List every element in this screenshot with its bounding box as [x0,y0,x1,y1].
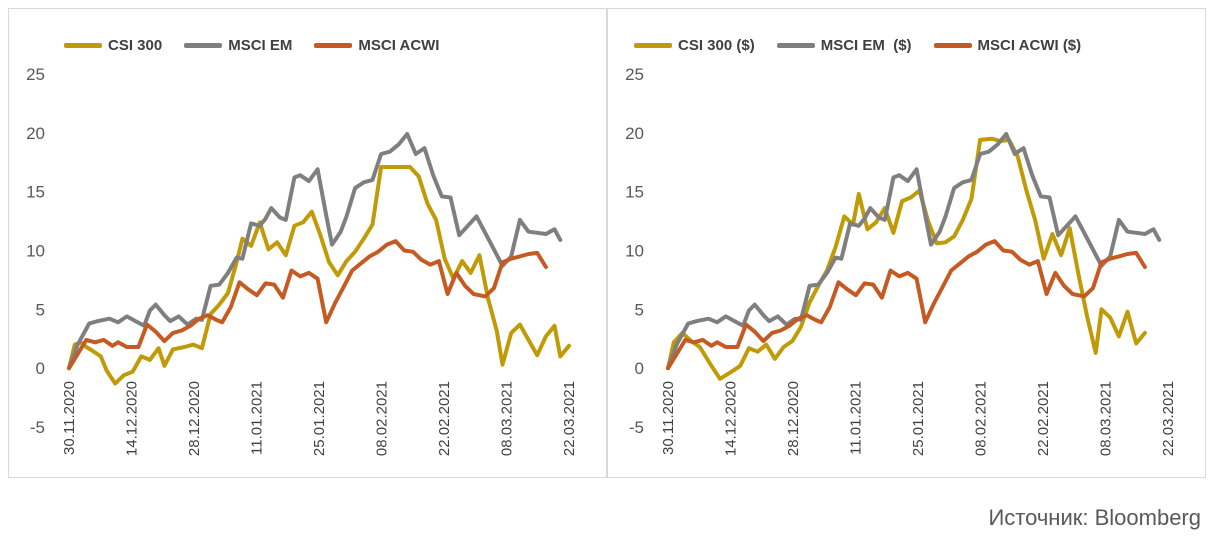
legend-label-msci-em-usd: MSCI EM ($) [820,37,912,54]
legend-label-csi300-usd: CSI 300 ($) [678,37,755,54]
legend-item-msci-em-usd: MSCI EM ($) [776,37,912,54]
series-line-1 [666,132,1162,371]
legend-label-msci-acwi-usd: MSCI ACWI ($) [977,37,1082,54]
x-tick-label: 08.02.2021 [973,381,990,456]
x-tick-label: 22.03.2021 [1160,381,1177,456]
legend-label-msci-em: MSCI EM [228,37,293,54]
y-tick-label: -5 [30,418,45,437]
y-tick-label: 0 [36,359,45,378]
x-tick-label: 30.11.2020 [61,381,78,455]
series-line-0 [67,165,571,386]
y-tick-label: 5 [635,300,644,319]
y-tick-label: 0 [635,359,644,378]
legend-item-csi300-usd: CSI 300 ($) [634,37,755,54]
legend-swatch-csi300 [64,43,102,48]
legend-item-msci-acwi: MSCI ACWI [314,37,439,54]
legend-swatch-msci-acwi [314,43,353,48]
legend-item-msci-acwi-usd: MSCI ACWI ($) [933,37,1082,54]
x-tick-label: 08.02.2021 [374,381,391,456]
x-tick-label: 25.01.2021 [910,381,927,456]
y-tick-label: 10 [625,242,644,261]
x-tick-label: 25.01.2021 [311,381,328,456]
y-tick-label: 15 [625,183,644,202]
x-tick-label: 22.03.2021 [561,381,578,456]
x-tick-label: 11.01.2021 [249,381,266,455]
legend-swatch-msci-em-usd [776,43,815,48]
legend-left: CSI 300 MSCI EM MSCI ACWI [64,37,439,54]
series-line-1 [67,132,563,371]
y-tick-label: 25 [625,65,644,84]
legend-item-csi300: CSI 300 [64,37,162,54]
legend-item-msci-em: MSCI EM [184,37,292,54]
legend-swatch-msci-em [184,43,223,48]
legend-label-msci-acwi: MSCI ACWI [358,37,440,54]
line-chart-left: -5 0 5 10 15 20 25 30.11.2020 14.12.2020 28.12.20… [26,65,578,456]
x-tick-label: 14.12.2020 [723,381,740,456]
source-caption: Источник: Bloomberg [988,505,1201,530]
y-tick-label: 20 [625,124,644,143]
y-tick-label: 20 [26,124,45,143]
x-tick-label: 28.12.2020 [785,381,802,456]
x-tick-label: 22.02.2021 [436,381,453,456]
x-tick-label: 11.01.2021 [848,381,865,455]
legend-right: CSI 300 ($) MSCI EM ($) MSCI ACWI ($) [634,37,1081,54]
legend-label-csi300: CSI 300 [108,37,163,54]
series-line-2 [67,239,548,371]
x-tick-label: 22.02.2021 [1035,381,1052,456]
x-tick-label: 08.03.2021 [1098,381,1115,456]
x-tick-label: 08.03.2021 [499,381,516,456]
series-line-0 [666,136,1147,381]
y-tick-label: 10 [26,242,45,261]
series-line-2 [666,239,1147,371]
y-tick-label: 15 [26,183,45,202]
legend-swatch-msci-acwi-usd [933,43,972,48]
x-tick-label: 14.12.2020 [124,381,141,456]
y-tick-label: -5 [629,418,644,437]
chart-panel-left: CSI 300 MSCI EM MSCI ACWI -5 0 5 10 15 20 25 30… [8,8,607,478]
line-chart-right: -5 0 5 10 15 20 25 30.11.2020 14.12.2020 28.12.20… [625,65,1177,456]
y-tick-label: 25 [26,65,45,84]
x-tick-label: 30.11.2020 [660,381,677,455]
x-tick-label: 28.12.2020 [186,381,203,456]
legend-swatch-csi300-usd [634,43,672,48]
y-tick-label: 5 [36,300,45,319]
chart-panel-right: CSI 300 ($) MSCI EM ($) MSCI ACWI ($) -5… [607,8,1206,478]
